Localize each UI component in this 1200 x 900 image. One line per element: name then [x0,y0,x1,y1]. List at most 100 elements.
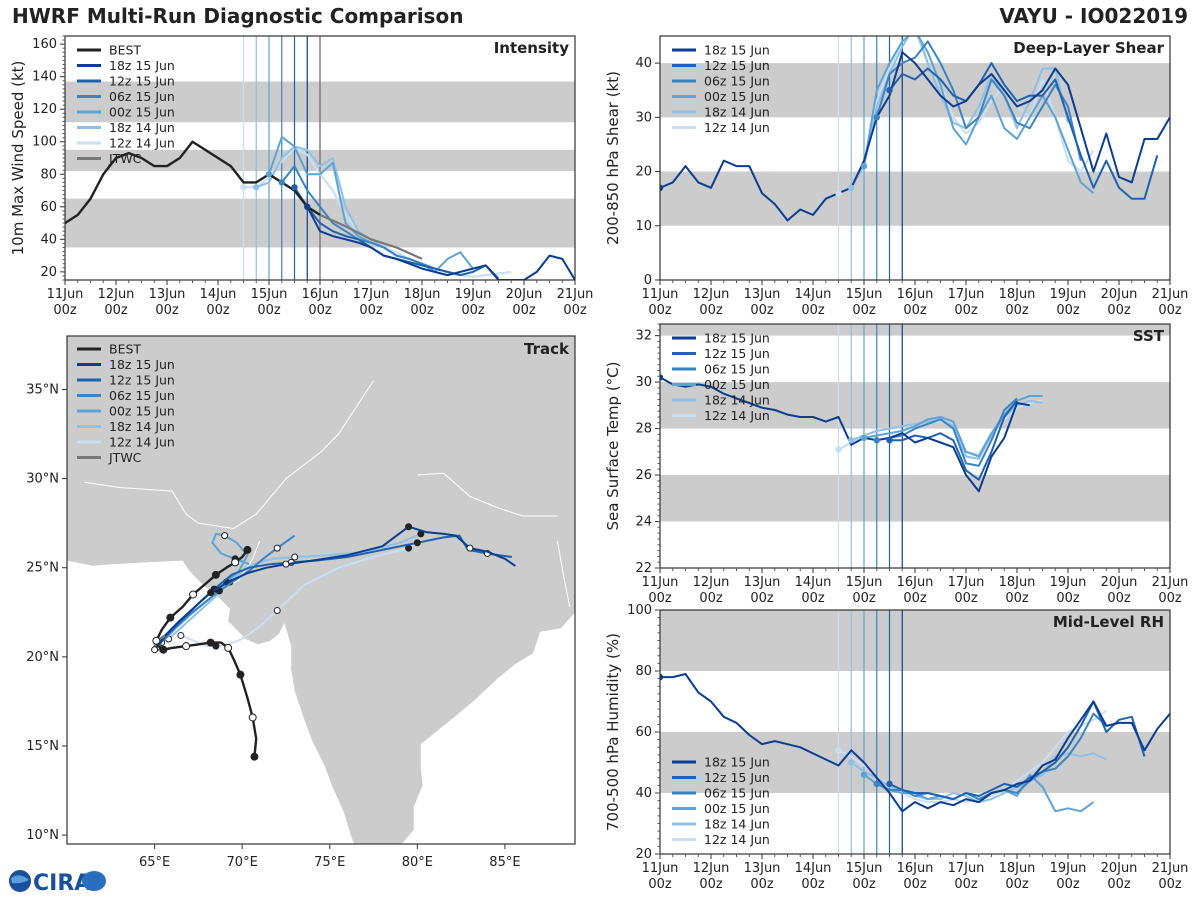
track-ytick-label: 30°N [26,472,59,487]
sst-band [660,382,1170,429]
track-xtick-label: 65°E [139,855,170,870]
rh-xtick-sublabel: 00z [699,877,723,892]
track-series-point [413,539,421,547]
sst-init-point [660,374,664,381]
rh-ylabel: 700-500 hPa Humidity (%) [604,633,622,831]
sst-ytick-label: 30 [635,375,652,390]
shear-legend-label: 12z 15 Jun [704,58,770,73]
intensity-xtick-sublabel: 00z [359,303,383,318]
track-legend-label: BEST [109,342,141,357]
sst-xtick-sublabel: 00z [1158,591,1182,606]
intensity-xtick-label: 18Jun [404,287,441,302]
rh-band [660,610,1170,671]
shear-legend-label: 00z 15 Jun [704,89,770,104]
rh-xtick-sublabel: 00z [750,877,774,892]
intensity-legend-label: 18z 15 Jun [109,58,175,73]
sst-legend-label: 06z 15 Jun [704,362,770,377]
shear-init-point [860,162,868,170]
intensity-legend-label: JTWC [108,151,142,166]
rh-panel: 2040608010011Jun00z12Jun00z13Jun00z14Jun… [604,603,1188,892]
shear-xtick-label: 14Jun [795,287,832,302]
rh-xtick-sublabel: 00z [1056,877,1080,892]
shear-band [660,171,1170,226]
intensity-ytick-label: 120 [32,102,57,117]
cira-logo: CIRA [6,866,106,896]
track-series-point [207,589,215,597]
intensity-xtick-sublabel: 00z [206,303,230,318]
logo-seal-icon [82,871,106,891]
shear-legend-label: 12z 14 Jun [704,120,770,135]
shear-panel: 01020304011Jun00z12Jun00z13Jun00z14Jun00… [604,35,1188,318]
track-best-point [224,643,233,652]
sst-init-point [886,436,893,444]
shear-xtick-sublabel: 00z [954,303,978,318]
intensity-xtick-sublabel: 00z [155,303,179,318]
sst-xtick-sublabel: 00z [1005,591,1029,606]
intensity-init-point [291,184,298,191]
shear-xtick-label: 15Jun [846,287,883,302]
shear-xtick-sublabel: 00z [852,303,876,318]
shear-legend-label: 06z 15 Jun [704,74,770,89]
sst-ytick-label: 26 [635,468,652,483]
track-series-point [273,606,281,614]
track-xtick-label: 85°E [489,855,520,870]
rh-xtick-label: 14Jun [795,861,832,876]
sst-xtick-label: 19Jun [1050,575,1087,590]
sst-xtick-sublabel: 00z [954,591,978,606]
sst-init-point [873,436,880,444]
track-ytick-label: 20°N [26,650,59,665]
shear-band [660,63,1170,118]
sst-xtick-sublabel: 00z [750,591,774,606]
sst-xtick-sublabel: 00z [903,591,927,606]
shear-xtick-sublabel: 00z [1056,303,1080,318]
track-best-point [206,638,215,647]
shear-xtick-label: 11Jun [642,287,679,302]
sst-series-group [660,374,1043,493]
rh-init-point [886,780,893,788]
track-best-point [250,752,259,761]
intensity-xtick-sublabel: 00z [410,303,434,318]
sst-xtick-sublabel: 00z [801,591,825,606]
intensity-init-point [253,184,260,191]
intensity-xtick-label: 21Jun [557,287,594,302]
sst-init-point [860,434,868,442]
rh-init-point [873,780,880,788]
intensity-ytick-label: 20 [40,265,57,280]
shear-init-point [886,87,893,94]
intensity-series-group [65,135,575,280]
rh-xtick-sublabel: 00z [648,877,672,892]
sst-xtick-label: 21Jun [1152,575,1189,590]
intensity-legend-label: BEST [109,43,141,58]
track-series-point [405,523,413,531]
sst-xtick-sublabel: 00z [699,591,723,606]
shear-series-line [888,62,1159,200]
sst-init-point [835,446,842,453]
track-series-point [291,553,299,561]
track-series-point [466,544,474,552]
track-border-line [557,540,571,607]
track-xtick-label: 70°E [227,855,258,870]
track-legend-label: 06z 15 Jun [109,388,175,403]
intensity-ytick-label: 140 [32,70,57,85]
intensity-ylabel: 10m Max Wind Speed (kt) [9,61,27,256]
intensity-xtick-sublabel: 00z [104,303,128,318]
rh-xtick-sublabel: 00z [852,877,876,892]
sst-xtick-label: 14Jun [795,575,832,590]
intensity-xtick-label: 12Jun [98,287,135,302]
sst-xtick-label: 17Jun [948,575,985,590]
sst-series-line [889,400,1018,481]
rh-xtick-label: 16Jun [897,861,934,876]
rh-xtick-label: 11Jun [642,861,679,876]
rh-init-point [860,771,868,778]
track-landmass [67,336,575,844]
track-legend-label: 00z 15 Jun [109,404,175,419]
rh-xtick-sublabel: 00z [1158,877,1182,892]
intensity-ytick-label: 40 [40,232,57,247]
intensity-xtick-sublabel: 00z [563,303,587,318]
intensity-init-point [240,184,247,191]
rh-legend-label: 00z 15 Jun [704,801,770,816]
shear-xtick-label: 12Jun [693,287,730,302]
rh-xtick-label: 20Jun [1101,861,1138,876]
intensity-init-point [304,203,311,210]
storm-id: VAYU - IO022019 [999,4,1188,28]
